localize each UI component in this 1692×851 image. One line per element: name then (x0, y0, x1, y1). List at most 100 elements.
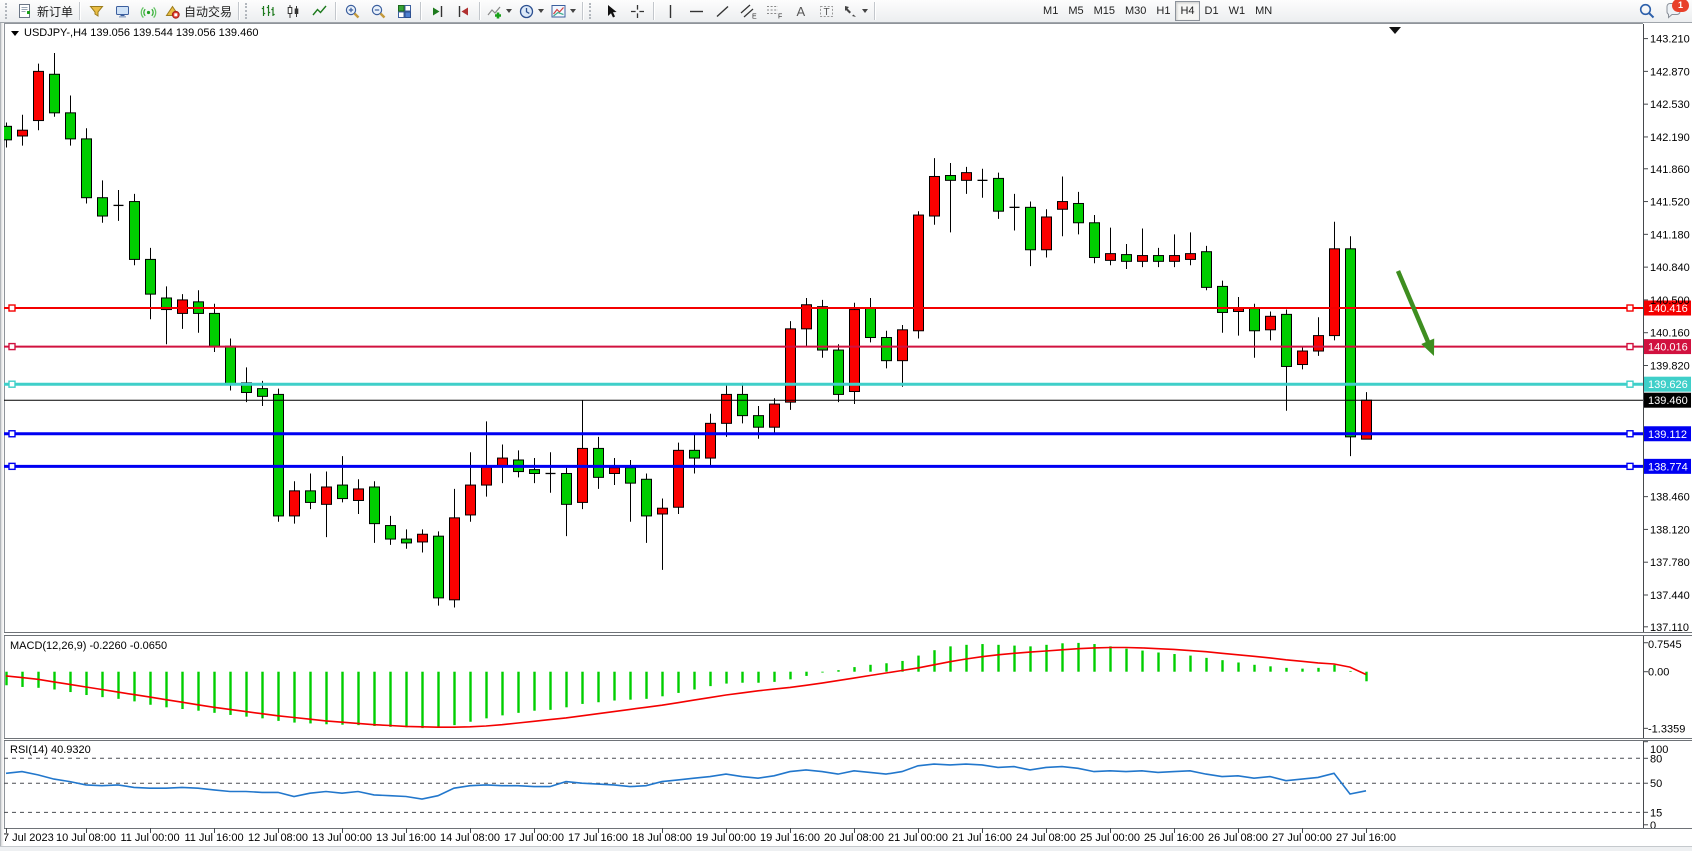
time-tick-label: 24 Jul 08:00 (1016, 832, 1076, 844)
tile-windows-button[interactable] (391, 0, 417, 22)
hline-handle[interactable] (1626, 430, 1634, 438)
pane-separator[interactable] (0, 738, 1692, 741)
candle-body (49, 73, 60, 114)
candle-body (305, 490, 316, 503)
price-axis: 143.210 142.870 142.530 142.190 141.860 141.5… (1643, 24, 1690, 828)
symbol-dropdown-icon[interactable] (11, 30, 19, 36)
autotrading-button[interactable]: 自动交易 (161, 0, 235, 22)
hline-138.774[interactable]: 138.774 (4, 458, 1691, 474)
cursor-button[interactable] (598, 0, 624, 22)
candle-body (369, 486, 380, 525)
timeframe-M30[interactable]: M30 (1125, 5, 1147, 17)
candle-body (417, 533, 428, 543)
toolbar-separator (420, 2, 422, 20)
hline-handle[interactable] (1626, 380, 1634, 388)
crosshair-button[interactable] (624, 0, 650, 22)
macd-tick-label: -1.3359 (1648, 723, 1685, 735)
timeframe-H4[interactable]: H4 (1175, 1, 1200, 21)
candle-body (273, 393, 284, 517)
timeframe-M5[interactable]: M5 (1068, 5, 1084, 17)
timeframe-H1[interactable]: H1 (1156, 5, 1171, 17)
search-button[interactable] (1634, 0, 1660, 22)
indicators-button[interactable] (483, 0, 515, 22)
toolbar-separator (479, 2, 481, 20)
candle-body (1041, 216, 1052, 251)
toolbar-grip[interactable] (245, 3, 251, 19)
chart-shift-button[interactable] (450, 0, 476, 22)
hline-handle[interactable] (8, 462, 16, 471)
price-tick-label: 138.460 (1650, 492, 1690, 504)
candle-body (609, 467, 620, 474)
hline-handle[interactable] (1626, 342, 1634, 351)
chart-shift-icon (458, 5, 468, 17)
price-tick-label: 140.840 (1650, 262, 1690, 274)
notifications-button[interactable]: 1 (1660, 0, 1689, 22)
bar-chart-button[interactable] (254, 0, 280, 22)
fibonacci-button[interactable]: F (761, 0, 787, 22)
toolbar-grip[interactable] (5, 3, 11, 19)
hline-140.016[interactable]: 140.016 (4, 339, 1691, 355)
text-button[interactable]: A (787, 0, 813, 22)
timeframe-M15[interactable]: M15 (1093, 5, 1115, 17)
notification-badge: 1 (1672, 0, 1689, 12)
hline-handle[interactable] (8, 304, 16, 312)
hline-handle[interactable] (1626, 304, 1634, 312)
candle-body (1329, 248, 1340, 337)
candle-body (1057, 201, 1068, 210)
auto-scroll-button[interactable] (424, 0, 450, 22)
dropdown-caret-icon (862, 9, 869, 13)
vertical-line-button[interactable] (657, 0, 683, 22)
zoom-in-button[interactable] (339, 0, 365, 22)
candlestick-chart-button[interactable] (280, 0, 306, 22)
trendline-button[interactable] (709, 0, 735, 22)
hline-handle[interactable] (8, 342, 16, 351)
hline-139.112[interactable]: 139.112 (4, 426, 1691, 442)
toolbar-separator (238, 2, 240, 20)
candle-body (209, 312, 220, 347)
candle-body (1281, 313, 1292, 367)
candle-body (1073, 202, 1084, 224)
hline-handle[interactable] (8, 430, 16, 438)
timeframe-M1[interactable]: M1 (1043, 5, 1059, 17)
candle-body (1185, 253, 1196, 260)
signal-button[interactable] (135, 0, 161, 22)
text-label-button[interactable]: T (813, 0, 839, 22)
chart-shift-marker[interactable] (1389, 27, 1401, 34)
trend-arrow-annotation[interactable] (1395, 270, 1435, 356)
crosshair-icon (630, 4, 644, 18)
terminal-button[interactable] (109, 0, 135, 22)
candle-body (129, 201, 140, 260)
arrows-button[interactable] (839, 0, 871, 22)
hline-handle[interactable] (8, 380, 16, 388)
new-order-label: 新订单 (37, 4, 74, 19)
time-tick-label: 25 Jul 16:00 (1144, 832, 1204, 844)
pane-separator[interactable] (0, 632, 1692, 636)
candle-body (401, 538, 412, 544)
new-order-button[interactable]: 新订单 (14, 0, 76, 22)
horizontal-line-button[interactable] (683, 0, 709, 22)
toolbar-grip[interactable] (589, 3, 595, 19)
rsi-tick-label: 0 (1650, 820, 1656, 832)
candlestick-chart-icon (287, 4, 298, 18)
periods-button[interactable] (515, 0, 547, 22)
hline-139.626[interactable]: 139.626 (4, 376, 1691, 392)
equidistant-channel-button[interactable]: E (735, 0, 761, 22)
price-tick-label: 141.520 (1650, 197, 1690, 209)
candle-body (673, 449, 684, 508)
hline-handle[interactable] (1626, 462, 1634, 471)
timeframe-W1[interactable]: W1 (1228, 5, 1246, 17)
candle-body (17, 129, 28, 137)
price-label-text: 140.016 (1648, 342, 1688, 354)
toolbar-separator (653, 2, 655, 20)
line-chart-button[interactable] (306, 0, 332, 22)
hline-140.416[interactable]: 140.416 (4, 300, 1691, 316)
timeframe-D1[interactable]: D1 (1204, 5, 1219, 17)
time-tick-label: 27 Jul 16:00 (1336, 832, 1396, 844)
zoom-out-button[interactable] (365, 0, 391, 22)
risk-funnel-button[interactable] (83, 0, 109, 22)
timeframe-MN[interactable]: MN (1255, 5, 1273, 17)
hline-139.460: 139.460 (4, 392, 1691, 408)
templates-button[interactable] (547, 0, 579, 22)
candle-body (1105, 253, 1116, 261)
